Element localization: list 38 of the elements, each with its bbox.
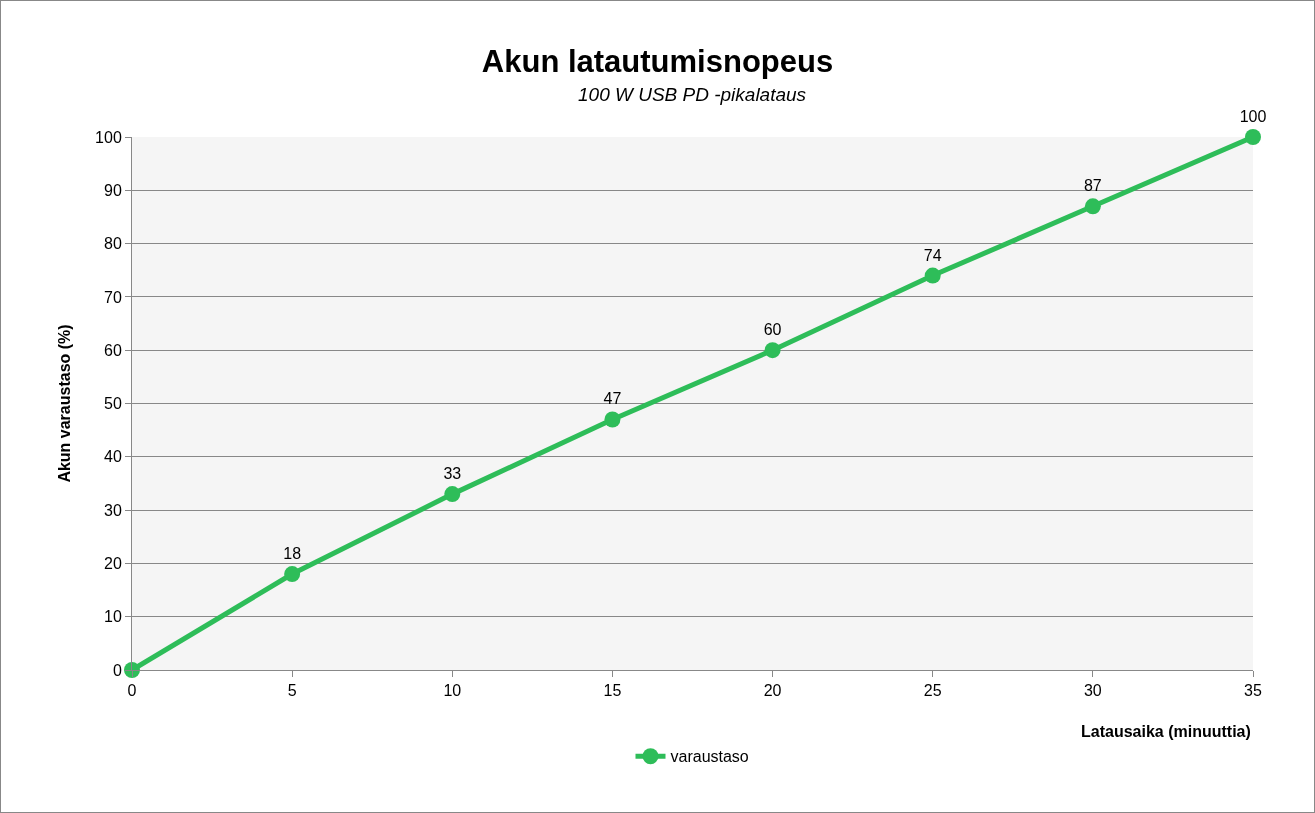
- y-tick-label: 10: [104, 608, 122, 626]
- data-label: 74: [923, 246, 942, 264]
- point: [764, 342, 781, 359]
- y-tick-label: 50: [104, 395, 122, 413]
- data-label: 100: [1239, 108, 1267, 125]
- y-tick-label: 100: [95, 128, 122, 146]
- x-tick-label: 30: [1083, 682, 1102, 700]
- y-tick-label: 20: [104, 555, 122, 572]
- point: [284, 566, 301, 583]
- x-tick-label: 25: [923, 682, 942, 700]
- point: [1245, 129, 1261, 145]
- point: [924, 267, 941, 284]
- y-tick-label: 0: [112, 661, 122, 679]
- x-axis-title: Latausaika (minuuttia): [1081, 723, 1251, 740]
- data-label: 18: [283, 545, 302, 563]
- x-tick-label: 0: [127, 682, 137, 700]
- x-tick-label: 20: [763, 682, 782, 700]
- legend-label: varaustaso: [670, 748, 749, 766]
- y-tick-label: 90: [104, 181, 122, 199]
- y-tick-label: 40: [104, 448, 122, 466]
- point: [1084, 198, 1101, 215]
- data-label: 33: [443, 465, 462, 483]
- y-tick-label: 80: [104, 235, 122, 253]
- point: [444, 486, 461, 503]
- x-tick-label: 35: [1244, 682, 1262, 700]
- x-tick-label: 10: [443, 682, 462, 700]
- point: [604, 411, 621, 428]
- x-tick-label: 15: [603, 682, 622, 700]
- chart-title: Akun latautumisnopeus: [481, 43, 834, 79]
- y-tick-label: 30: [104, 501, 122, 519]
- y-tick-label: 70: [104, 288, 122, 306]
- data-label: 47: [603, 390, 622, 408]
- y-axis-title: Akun varaustaso (%): [56, 324, 73, 483]
- data-label: 60: [763, 321, 782, 339]
- chart-subtitle: 100 W USB PD -pikalataus: [578, 84, 807, 105]
- data-label: 87: [1083, 177, 1102, 195]
- y-tick-label: 60: [104, 341, 122, 359]
- x-tick-label: 5: [287, 682, 297, 700]
